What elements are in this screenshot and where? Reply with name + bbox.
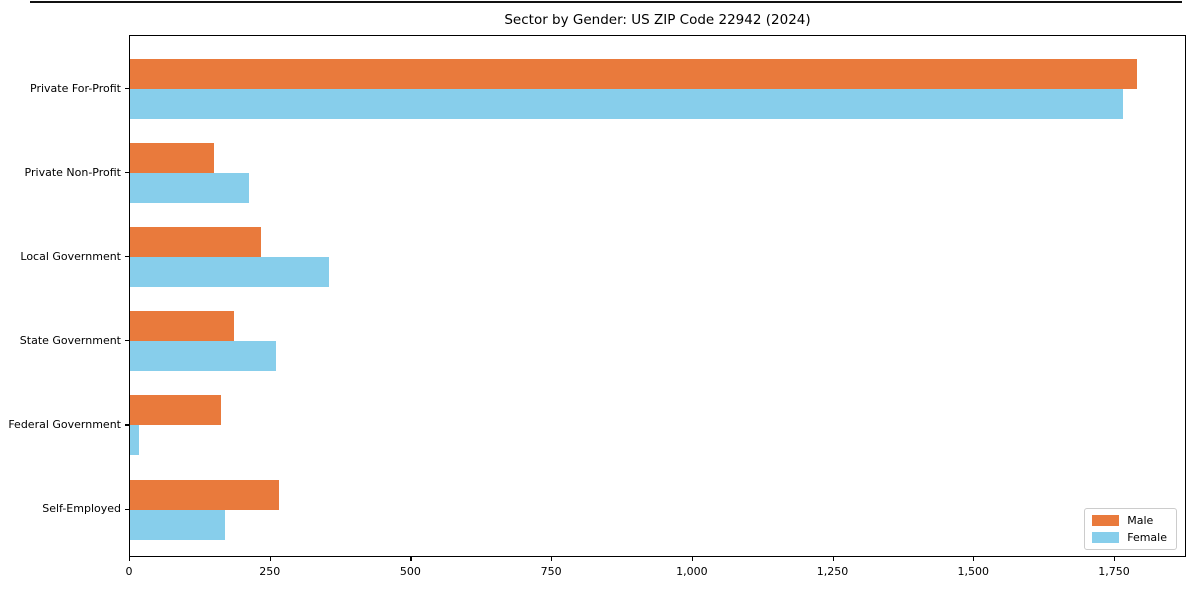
bar-female-private-non-profit: [130, 173, 250, 204]
chart-title: Sector by Gender: US ZIP Code 22942 (202…: [504, 12, 811, 28]
y-tick-label-private-non-profit: Private Non-Profit: [24, 165, 121, 179]
top-edge-line: [30, 1, 1182, 3]
y-tick-label-private-for-profit: Private For-Profit: [30, 81, 121, 95]
y-tick-mark: [125, 256, 129, 258]
bar-male-federal-government: [130, 395, 222, 426]
bar-female-local-government: [130, 257, 329, 288]
y-tick-label-local-government: Local Government: [20, 249, 121, 263]
x-tick-mark: [1113, 557, 1116, 561]
y-tick-mark: [125, 88, 129, 90]
legend-entry-female: Female: [1092, 532, 1167, 543]
x-tick-mark: [129, 557, 131, 561]
y-tick-label-state-government: State Government: [19, 333, 121, 347]
legend-swatch-male-icon: [1092, 515, 1120, 526]
x-tick-mark: [691, 557, 694, 561]
legend: Male Female: [1084, 508, 1177, 550]
x-tick-mark: [410, 557, 412, 561]
x-tick-label-750: 750: [540, 565, 562, 578]
y-tick-mark: [125, 424, 129, 426]
bar-male-private-non-profit: [130, 143, 214, 174]
bar-male-state-government: [130, 311, 234, 342]
x-tick-label-1-000: 1,000: [676, 565, 708, 578]
y-tick-mark: [125, 172, 129, 174]
x-tick-label-250: 250: [259, 565, 281, 578]
legend-swatch-female-icon: [1092, 532, 1120, 543]
x-tick-label-500: 500: [399, 565, 421, 578]
x-tick-label-1-250: 1,250: [816, 565, 849, 578]
bar-female-self-employed: [130, 509, 225, 540]
x-tick-label-1-500: 1,500: [957, 565, 989, 578]
x-tick-mark: [551, 557, 553, 561]
x-tick-mark: [832, 557, 834, 561]
y-tick-mark: [125, 340, 129, 342]
bar-male-local-government: [130, 227, 262, 258]
bar-female-state-government: [130, 341, 277, 372]
x-tick-label-0: 0: [125, 565, 133, 578]
bar-female-private-for-profit: [130, 89, 1124, 119]
legend-label-female: Female: [1127, 531, 1167, 544]
bar-female-federal-government: [130, 425, 139, 456]
plot-area: Male Female: [129, 35, 1186, 557]
x-tick-mark: [973, 557, 975, 561]
bar-male-private-for-profit: [130, 59, 1138, 89]
legend-entry-male: Male: [1092, 515, 1167, 526]
bar-male-self-employed: [130, 479, 279, 510]
y-tick-mark: [125, 508, 129, 510]
legend-label-male: Male: [1127, 514, 1154, 527]
x-tick-label-1-750: 1,750: [1098, 565, 1130, 578]
y-tick-label-self-employed: Self-Employed: [42, 502, 121, 515]
x-tick-mark: [269, 557, 271, 561]
y-tick-label-federal-government: Federal Government: [8, 417, 121, 431]
